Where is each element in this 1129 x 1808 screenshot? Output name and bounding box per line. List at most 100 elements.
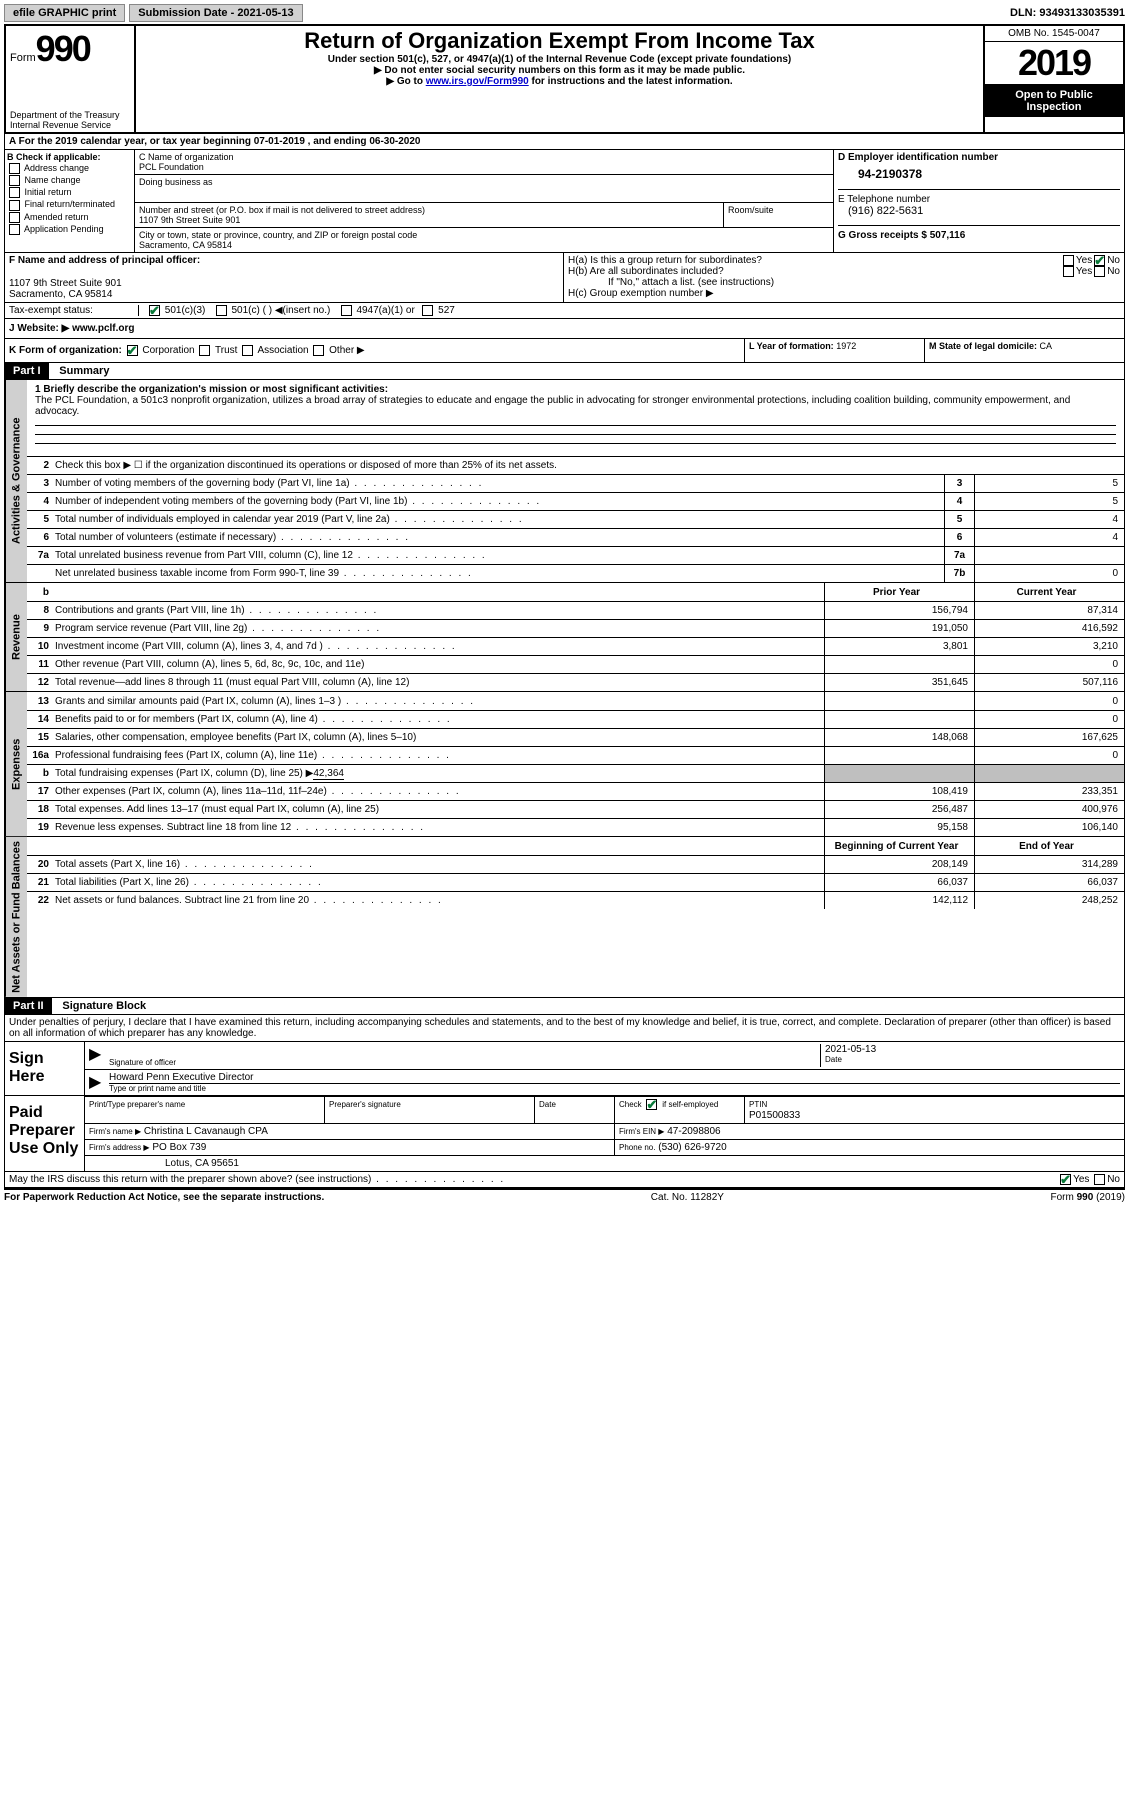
header-right: OMB No. 1545-0047 2019 Open to Public In… (983, 26, 1123, 132)
topbar: efile GRAPHIC print Submission Date - 20… (4, 4, 1125, 22)
section-fh: F Name and address of principal officer:… (4, 253, 1125, 303)
m-label: M State of legal domicile: (929, 341, 1037, 351)
l13: Grants and similar amounts paid (Part IX… (53, 695, 824, 708)
org-name: PCL Foundation (139, 162, 829, 172)
vert-exp: Expenses (5, 692, 27, 836)
ha-yes[interactable] (1063, 255, 1074, 266)
p14 (824, 711, 974, 728)
v7a (974, 547, 1124, 564)
501c3: 501(c)(3) (165, 305, 206, 316)
if-lbl: if self-employed (662, 1100, 718, 1109)
final-check[interactable] (9, 200, 20, 211)
hb-label: H(b) Are all subordinates included? (568, 266, 1061, 277)
c21: 66,037 (974, 874, 1124, 891)
website-row: J Website: ▶ www.pclf.org (4, 319, 1125, 339)
form-number: 990 (36, 28, 90, 69)
no2: No (1107, 266, 1120, 277)
part1-label: Part I (5, 363, 49, 379)
c17: 233,351 (974, 783, 1124, 800)
part2-header: Part II Signature Block (4, 998, 1125, 1015)
discuss-text: May the IRS discuss this return with the… (9, 1174, 1058, 1185)
amended-check[interactable] (9, 212, 20, 223)
v7b: 0 (974, 565, 1124, 582)
prior-hdr: Prior Year (824, 583, 974, 601)
501c-check[interactable] (216, 305, 227, 316)
footer-left: For Paperwork Reduction Act Notice, see … (4, 1192, 324, 1203)
netassets-section: Net Assets or Fund Balances Beginning of… (4, 837, 1125, 998)
prep-sig-lbl: Preparer's signature (329, 1100, 401, 1109)
instr-ssn: ▶ Do not enter social security numbers o… (144, 65, 975, 76)
irs-link[interactable]: www.irs.gov/Form990 (426, 76, 529, 87)
exp-table: 13Grants and similar amounts paid (Part … (27, 692, 1124, 836)
preparer-row: Paid Preparer Use Only Print/Type prepar… (5, 1095, 1124, 1171)
self-emp-check[interactable] (646, 1099, 657, 1110)
col-f: F Name and address of principal officer:… (5, 253, 564, 302)
l20: Total assets (Part X, line 16) (53, 858, 824, 871)
corp-check[interactable] (127, 345, 138, 356)
p17: 108,419 (824, 783, 974, 800)
addr-change-check[interactable] (9, 163, 20, 174)
discuss-yes[interactable] (1060, 1174, 1071, 1185)
l-label: L Year of formation: (749, 341, 834, 351)
firm-addr-lbl: Firm's address ▶ (89, 1143, 150, 1152)
name-change-check[interactable] (9, 175, 20, 186)
hb-yes[interactable] (1063, 266, 1074, 277)
org-city: Sacramento, CA 95814 (139, 240, 829, 250)
4947-check[interactable] (341, 305, 352, 316)
c13: 0 (974, 692, 1124, 710)
efile-button[interactable]: efile GRAPHIC print (4, 4, 125, 22)
mission-block: 1 Briefly describe the organization's mi… (27, 380, 1124, 456)
l16b: Total fundraising expenses (Part IX, col… (53, 767, 824, 780)
phone-value: (916) 822-5631 (838, 205, 1120, 217)
p15: 148,068 (824, 729, 974, 746)
ein-value: 94-2190378 (838, 163, 1120, 189)
pending-check[interactable] (9, 224, 20, 235)
sig-declaration: Under penalties of perjury, I declare th… (5, 1015, 1124, 1041)
submission-date: Submission Date - 2021-05-13 (129, 4, 302, 22)
expenses-section: Expenses 13Grants and similar amounts pa… (4, 692, 1125, 837)
prep-phone-lbl: Phone no. (619, 1143, 655, 1152)
p20: 208,149 (824, 856, 974, 873)
col-d: D Employer identification number 94-2190… (834, 150, 1124, 252)
gov-table: 1 Briefly describe the organization's mi… (27, 380, 1124, 582)
footer-right: Form 990 (2019) (1051, 1192, 1125, 1203)
te-label: Tax-exempt status: (9, 305, 93, 316)
other-check[interactable] (313, 345, 324, 356)
v4: 5 (974, 493, 1124, 510)
end-hdr: End of Year (974, 837, 1124, 855)
website-value: www.pclf.org (69, 323, 134, 334)
header-mid: Return of Organization Exempt From Incom… (136, 26, 983, 132)
form-990-page: efile GRAPHIC print Submission Date - 20… (0, 0, 1129, 1209)
c8: 87,314 (974, 602, 1124, 619)
na-table: Beginning of Current YearEnd of Year 20T… (27, 837, 1124, 997)
yes2: Yes (1076, 266, 1092, 277)
print-lbl: Print/Type preparer's name (89, 1100, 185, 1109)
501c3-check[interactable] (149, 305, 160, 316)
discuss-no[interactable] (1094, 1174, 1105, 1185)
dba-label: Doing business as (139, 177, 829, 187)
527-check[interactable] (422, 305, 433, 316)
col-c: C Name of organization PCL Foundation Do… (135, 150, 834, 252)
p21: 66,037 (824, 874, 974, 891)
vert-rev: Revenue (5, 583, 27, 691)
v5: 4 (974, 511, 1124, 528)
open-public: Open to Public Inspection (985, 85, 1123, 117)
prep-fields: Print/Type preparer's name Preparer's si… (85, 1096, 1124, 1171)
firm-name: Christina L Cavanaugh CPA (144, 1126, 268, 1137)
l12: Total revenue—add lines 8 through 11 (mu… (53, 676, 824, 689)
line3: Number of voting members of the governin… (53, 477, 944, 490)
assoc-check[interactable] (242, 345, 253, 356)
c20: 314,289 (974, 856, 1124, 873)
l18: Total expenses. Add lines 13–17 (must eq… (53, 803, 824, 816)
c12: 507,116 (974, 674, 1124, 691)
ha-no[interactable] (1094, 255, 1105, 266)
trust-check[interactable] (199, 345, 210, 356)
firm-addr: PO Box 739 (152, 1142, 206, 1153)
p18: 256,487 (824, 801, 974, 818)
c15: 167,625 (974, 729, 1124, 746)
l-val: 1972 (836, 341, 856, 351)
hb-no[interactable] (1094, 266, 1105, 277)
state-domicile: M State of legal domicile: CA (924, 339, 1124, 362)
initial-check[interactable] (9, 187, 20, 198)
section-bcde: B Check if applicable: Address change Na… (4, 150, 1125, 253)
